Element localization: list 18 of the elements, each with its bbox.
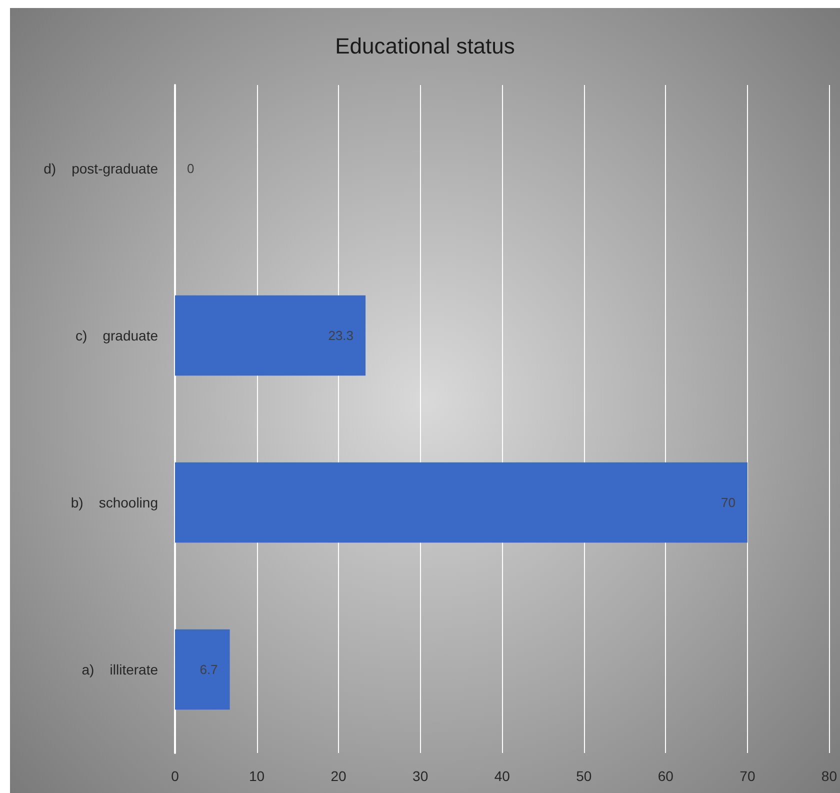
x-tick-label: 10 [248, 768, 265, 784]
x-tick-label: 80 [821, 768, 838, 784]
x-tick-label: 30 [412, 768, 428, 784]
x-tick-label: 50 [576, 768, 592, 784]
x-tick-label: 40 [494, 768, 510, 784]
x-tick-label: 0 [171, 768, 180, 784]
data-label: 70 [720, 495, 736, 510]
y-tick-label: c) graduate [76, 328, 158, 344]
x-tick-label: 70 [740, 768, 756, 784]
data-label: 0 [187, 161, 194, 176]
y-tick-label: b) schooling [70, 494, 158, 510]
x-tick-label: 20 [330, 768, 347, 784]
y-tick-label: d) post-graduate [44, 160, 158, 176]
chart-title: Educational status [335, 34, 515, 58]
data-label: 23.3 [328, 328, 354, 343]
x-tick-label: 60 [658, 768, 674, 784]
data-label: 6.7 [200, 662, 218, 677]
y-tick-label: a) illiterate [82, 662, 158, 678]
